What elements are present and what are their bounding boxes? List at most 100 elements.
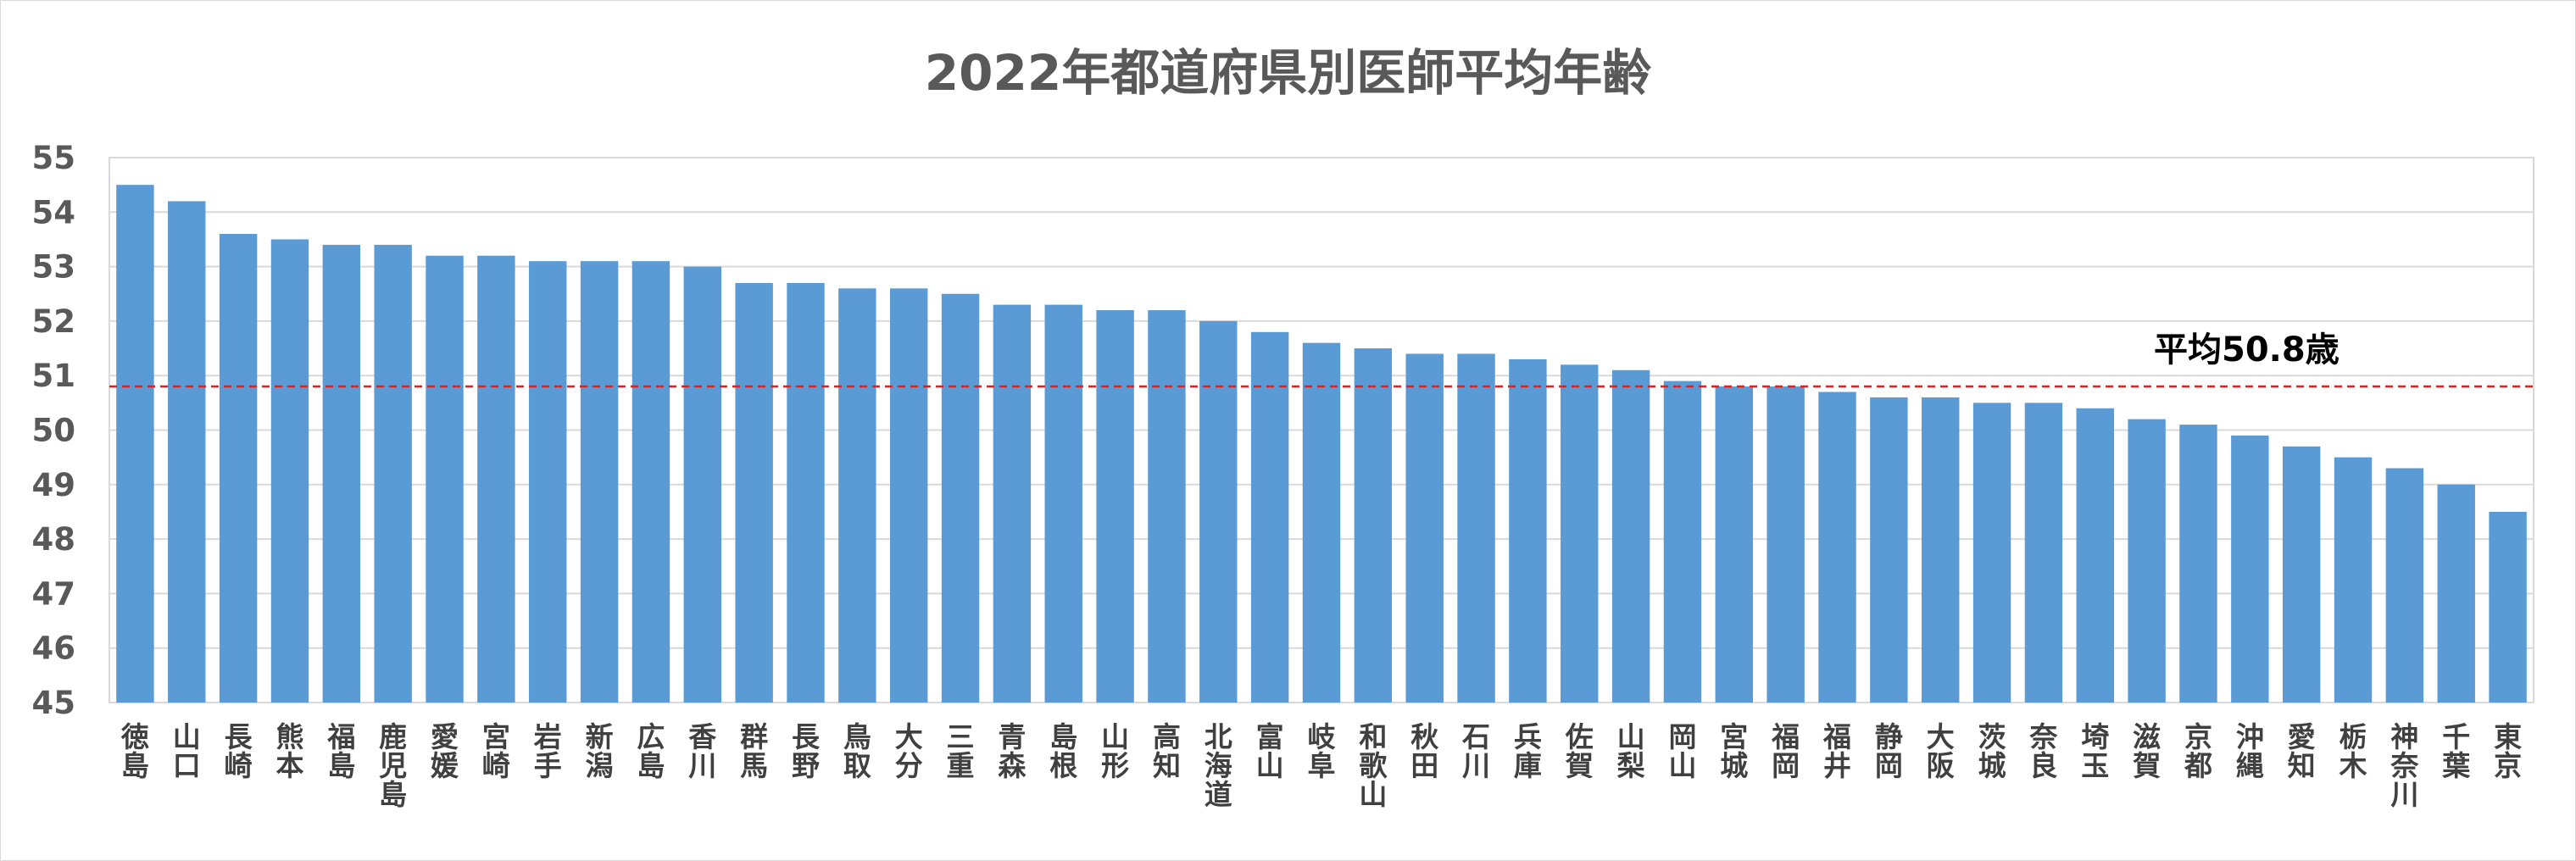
- bar: [1663, 381, 1702, 703]
- bar: [322, 244, 361, 703]
- bar: [2489, 511, 2527, 703]
- x-tick-label: 長崎: [225, 720, 253, 782]
- bar: [1611, 369, 1650, 703]
- x-tick-label: 山口: [173, 720, 201, 782]
- x-tick-label: 茨城: [1978, 720, 2006, 782]
- x-tick-label: 福島: [326, 720, 355, 782]
- bar: [2385, 468, 2424, 703]
- x-tick-label: 愛知: [2288, 720, 2316, 782]
- bar: [1715, 386, 1754, 703]
- x-tick-label: 愛媛: [431, 720, 459, 782]
- x-tick-label: 沖縄: [2236, 720, 2264, 782]
- bar: [2334, 457, 2373, 703]
- x-tick-label: 大分: [895, 720, 923, 782]
- bar: [1766, 386, 1805, 703]
- bar: [219, 234, 258, 703]
- bar: [116, 185, 154, 703]
- chart-title: 2022年都道府県別医師平均年齢: [924, 44, 1652, 102]
- x-tick-label: 福井: [1822, 720, 1851, 782]
- bar: [1972, 403, 2011, 703]
- bar: [1509, 358, 1547, 703]
- x-tick-label: 石川: [1461, 720, 1490, 782]
- bar: [270, 239, 309, 703]
- bar: [941, 293, 980, 703]
- x-tick-label: 熊本: [275, 720, 303, 782]
- x-tick-label: 北海道: [1205, 720, 1232, 811]
- y-tick-label: 45: [32, 685, 76, 721]
- x-tick-label: 長野: [792, 720, 821, 782]
- bar: [168, 201, 206, 703]
- y-tick-label: 51: [32, 358, 76, 394]
- x-tick-label: 三重: [947, 720, 975, 782]
- x-tick-label: 千葉: [2441, 720, 2471, 782]
- x-tick-label: 秋田: [1410, 720, 1438, 782]
- average-label: 平均50.8歳: [2154, 331, 2340, 369]
- bar: [2076, 408, 2114, 703]
- y-tick-label: 53: [32, 249, 76, 286]
- y-tick-label: 48: [32, 521, 76, 558]
- x-tick-label: 富山: [1256, 720, 1284, 782]
- x-tick-label: 宮崎: [482, 720, 510, 782]
- bar: [2437, 484, 2475, 703]
- bar: [1457, 353, 1495, 703]
- x-tick-label: 島根: [1049, 720, 1077, 782]
- y-tick-label: 47: [32, 575, 76, 612]
- bar: [1818, 392, 1856, 703]
- bar: [529, 261, 567, 703]
- x-tick-label: 静岡: [1875, 720, 1903, 782]
- bar: [631, 261, 670, 703]
- y-tick-label: 50: [32, 413, 76, 449]
- x-tick-label: 高知: [1153, 720, 1181, 782]
- x-tick-label: 広島: [637, 720, 665, 782]
- x-tick-label: 鳥取: [843, 720, 871, 782]
- x-tick-label: 大阪: [1927, 720, 1955, 782]
- bar: [1044, 304, 1082, 703]
- bar: [2231, 435, 2269, 703]
- x-tick-label: 鹿児島: [379, 720, 407, 811]
- bar: [2179, 425, 2217, 703]
- x-tick-label: 青森: [998, 720, 1027, 782]
- y-tick-label: 49: [32, 467, 76, 503]
- x-tick-label: 岡山: [1668, 720, 1696, 782]
- bar: [1561, 364, 1599, 703]
- x-tick-label: 宮城: [1720, 720, 1748, 782]
- y-tick-label: 52: [32, 303, 76, 340]
- y-tick-label: 46: [32, 630, 76, 667]
- y-tick-label: 55: [32, 140, 76, 176]
- bar: [683, 266, 721, 703]
- bar: [889, 288, 928, 703]
- x-tick-label: 岩手: [534, 720, 562, 782]
- bar: [993, 304, 1032, 703]
- bar: [1870, 397, 1908, 703]
- x-tick-label: 神奈川: [2390, 720, 2418, 811]
- x-tick-label: 香川: [688, 720, 716, 782]
- bar: [1302, 342, 1341, 703]
- bar: [735, 282, 773, 703]
- bar: [1250, 331, 1289, 703]
- bar: [2024, 403, 2063, 703]
- bar: [426, 255, 464, 703]
- x-tick-label: 岐阜: [1308, 720, 1336, 782]
- x-tick-label: 栃木: [2339, 720, 2367, 782]
- y-tick-label: 54: [32, 194, 76, 231]
- x-tick-label: 滋賀: [2133, 720, 2161, 782]
- bar: [1354, 348, 1393, 703]
- bar: [838, 288, 876, 703]
- x-tick-label: 奈良: [2028, 720, 2057, 782]
- bar: [2128, 419, 2166, 703]
- x-tick-label: 山梨: [1617, 720, 1645, 782]
- x-tick-label: 山形: [1101, 720, 1129, 782]
- x-tick-label: 京都: [2184, 720, 2212, 782]
- x-tick-label: 東京: [2494, 720, 2522, 782]
- bar: [374, 244, 412, 703]
- bar: [1922, 397, 1960, 703]
- x-tick-label: 徳島: [120, 720, 149, 782]
- x-tick-label: 新潟: [586, 720, 614, 782]
- bar: [1405, 353, 1444, 703]
- bar: [1096, 310, 1134, 703]
- bar: [2282, 446, 2321, 703]
- bar: [1148, 310, 1186, 703]
- bar: [477, 255, 515, 703]
